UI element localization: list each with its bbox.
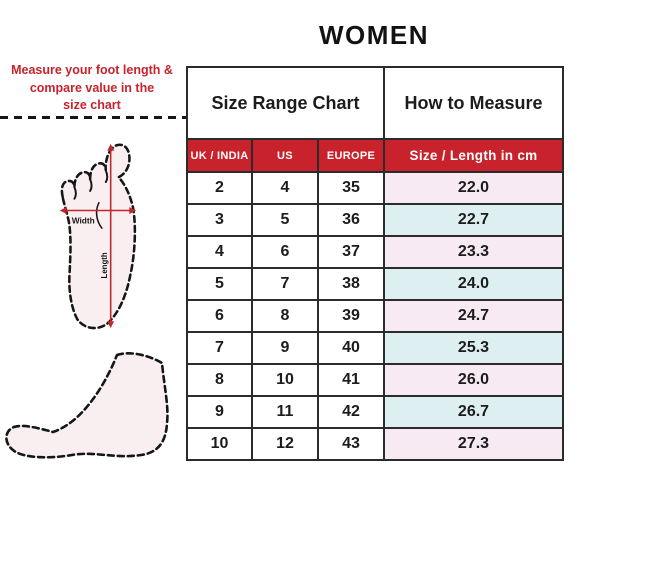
cell-us: 11 [251,395,319,429]
cell-uk-india: 8 [186,363,253,397]
instruction-line-3: size chart [63,98,121,112]
cell-size-length-cm: 22.0 [383,171,564,205]
measure-instruction: Measure your foot length & compare value… [4,62,180,115]
cell-europe: 39 [317,299,385,333]
side-foot-outline-shape [5,351,169,459]
cell-europe: 43 [317,427,385,461]
table-row: 7 9 40 25.3 [186,331,564,365]
cell-size-length-cm: 24.7 [383,299,564,333]
column-header-size-length: Size / Length in cm [383,138,564,173]
cell-us: 9 [251,331,319,365]
footprint-diagram: Width Length [59,143,137,330]
page-title: WOMEN [318,20,430,50]
table-row: 5 7 38 24.0 [186,267,564,301]
table-title-row: Size Range Chart How to Measure [186,66,564,140]
cell-size-length-cm: 23.3 [383,235,564,269]
table-row: 2 4 35 22.0 [186,171,564,205]
size-chart-rows: 2 4 35 22.0 3 5 36 22.7 4 6 37 23.3 5 7 38 24.0 6 8 39 24.7… [186,171,564,461]
cell-uk-india: 7 [186,331,253,365]
instruction-line-2: compare value in the [29,80,155,95]
cell-europe: 38 [317,267,385,301]
footprint-outline-shape [60,143,137,330]
cell-europe: 35 [317,171,385,205]
cell-uk-india: 6 [186,299,253,333]
cell-europe: 36 [317,203,385,237]
cell-us: 12 [251,427,319,461]
table-row: 9 11 42 26.7 [186,395,564,429]
table-row: 6 8 39 24.7 [186,299,564,333]
cell-size-length-cm: 26.7 [383,395,564,429]
toe-separator-marks [73,169,109,200]
cell-us: 10 [251,363,319,397]
cell-size-length-cm: 24.0 [383,267,564,301]
side-foot-diagram [5,351,169,459]
how-to-measure-header: How to Measure [383,66,564,140]
table-row: 3 5 36 22.7 [186,203,564,237]
instruction-line-1: Measure your foot length & [11,63,173,77]
cell-europe: 37 [317,235,385,269]
cell-us: 5 [251,203,319,237]
cell-size-length-cm: 25.3 [383,331,564,365]
width-label: Width [72,215,95,225]
cell-size-length-cm: 27.3 [383,427,564,461]
cell-uk-india: 2 [186,171,253,205]
column-header-europe: EUROPE [317,138,385,173]
cell-europe: 41 [317,363,385,397]
length-label: Length [100,252,109,278]
table-row: 10 12 43 27.3 [186,427,564,461]
cell-uk-india: 4 [186,235,253,269]
size-chart-table: Size Range Chart How to Measure UK / IND… [186,66,564,461]
ball-curve-mark [95,201,103,229]
cell-us: 7 [251,267,319,301]
cell-europe: 40 [317,331,385,365]
cell-uk-india: 3 [186,203,253,237]
column-header-row: UK / INDIA US EUROPE Size / Length in cm [186,138,564,173]
dashed-divider [0,116,186,119]
cell-size-length-cm: 26.0 [383,363,564,397]
cell-uk-india: 9 [186,395,253,429]
table-row: 8 10 41 26.0 [186,363,564,397]
cell-uk-india: 10 [186,427,253,461]
cell-us: 6 [251,235,319,269]
cell-us: 8 [251,299,319,333]
cell-size-length-cm: 22.7 [383,203,564,237]
column-header-us: US [251,138,319,173]
column-header-uk-india: UK / INDIA [186,138,253,173]
size-range-chart-header: Size Range Chart [186,66,385,140]
table-row: 4 6 37 23.3 [186,235,564,269]
cell-uk-india: 5 [186,267,253,301]
cell-europe: 42 [317,395,385,429]
cell-us: 4 [251,171,319,205]
